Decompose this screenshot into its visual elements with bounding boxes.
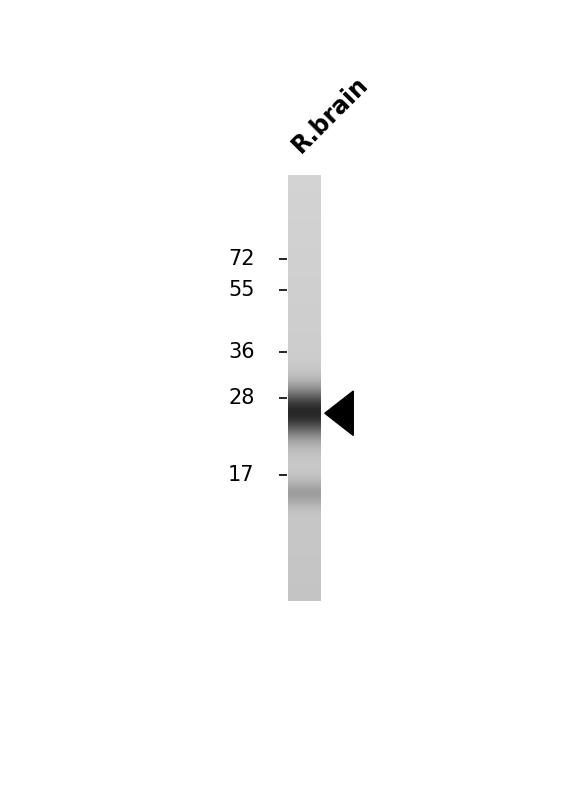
Polygon shape [325,391,353,435]
Text: 55: 55 [228,280,254,300]
Text: 36: 36 [228,342,254,362]
Text: 28: 28 [228,388,254,408]
Text: R.brain: R.brain [288,72,373,158]
Text: 17: 17 [228,465,254,485]
Text: 72: 72 [228,250,254,270]
